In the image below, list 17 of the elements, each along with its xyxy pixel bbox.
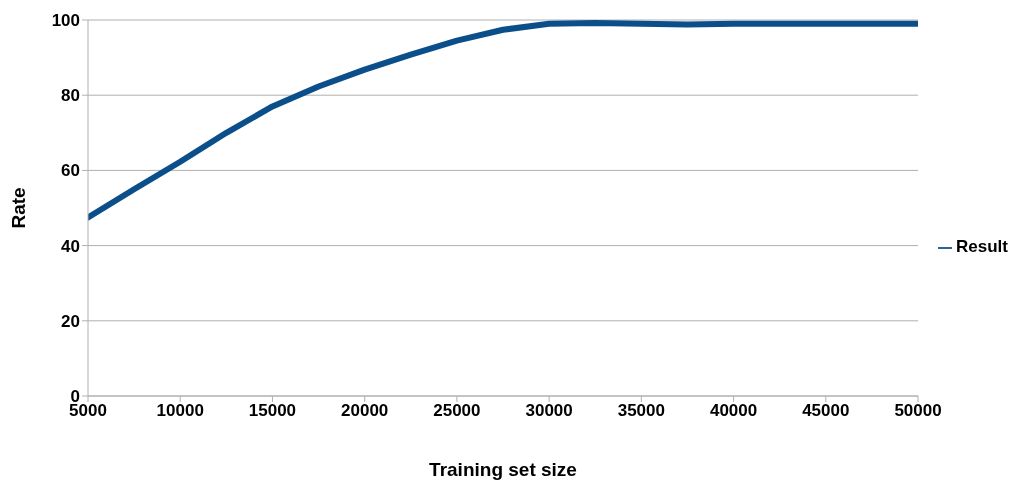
x-tick-label: 20000	[341, 401, 389, 421]
x-tick-label: 40000	[709, 401, 758, 421]
x-tick-label: 10000	[156, 401, 204, 421]
x-tick-label: 15000	[248, 401, 297, 421]
y-tick-label: 100	[51, 11, 80, 31]
x-tick-label: 25000	[433, 401, 481, 421]
x-tick-label: 35000	[617, 401, 665, 421]
x-tick-label: 50000	[894, 401, 942, 421]
y-tick-label: 60	[61, 161, 80, 181]
x-tick-label: 30000	[525, 401, 573, 421]
y-axis-title: Rate	[7, 187, 29, 229]
y-tick-label: 40	[61, 236, 80, 256]
x-axis-title: Training set size	[429, 459, 577, 480]
legend-label: Result	[956, 237, 1008, 256]
y-tick-label: 20	[61, 311, 80, 331]
x-tick-label: 45000	[802, 401, 850, 421]
y-tick-label: 80	[61, 86, 80, 106]
